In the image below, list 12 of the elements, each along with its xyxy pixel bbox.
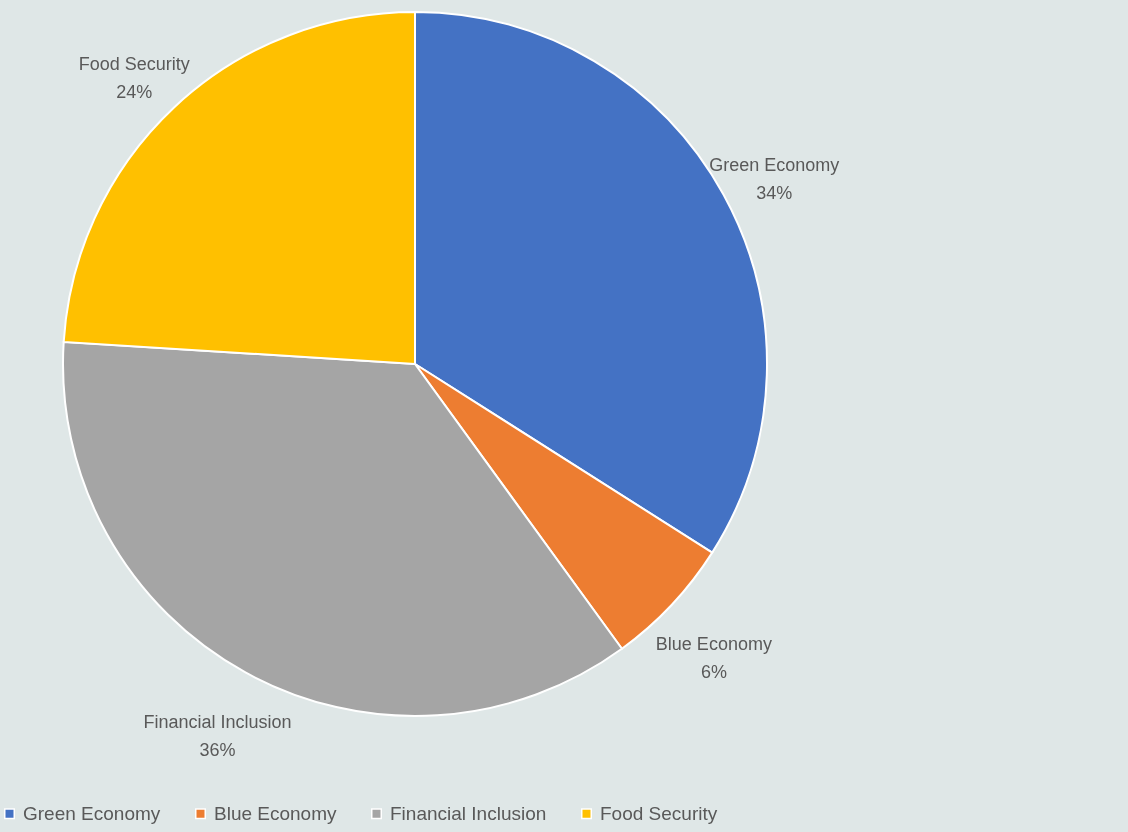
legend-label: Blue Economy xyxy=(214,802,338,824)
slice-label: Food Security xyxy=(78,54,190,75)
legend-label: Food Security xyxy=(600,802,718,824)
legend-label: Financial Inclusion xyxy=(390,802,547,824)
slice-label: Green Economy xyxy=(709,155,840,176)
slice-label: Financial Inclusion xyxy=(143,712,292,733)
data-label: 24% xyxy=(116,82,153,103)
data-label: 6% xyxy=(700,661,727,682)
legend-label: Green Economy xyxy=(23,802,161,824)
data-label: 34% xyxy=(756,183,793,204)
data-label: 36% xyxy=(199,740,236,761)
slice-label: Blue Economy xyxy=(655,633,772,654)
